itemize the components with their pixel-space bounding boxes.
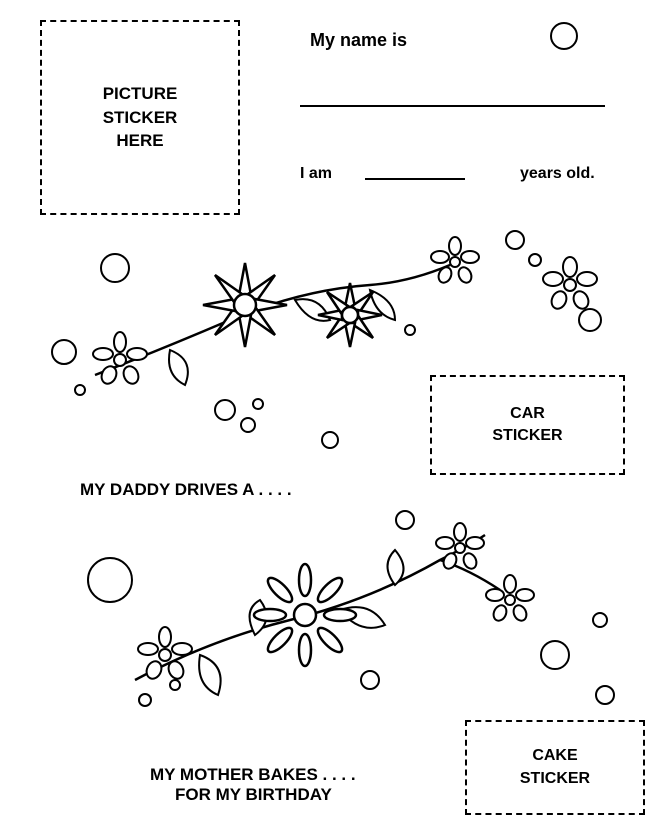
mother-bakes-label-1: MY MOTHER BAKES . . . . xyxy=(150,765,356,785)
floral-decoration-2 xyxy=(0,0,670,820)
cake-sticker-box: CAKE STICKER xyxy=(465,720,645,815)
mother-bakes-label-2: FOR MY BIRTHDAY xyxy=(175,785,332,805)
cake-sticker-text: CAKE STICKER xyxy=(520,745,590,790)
